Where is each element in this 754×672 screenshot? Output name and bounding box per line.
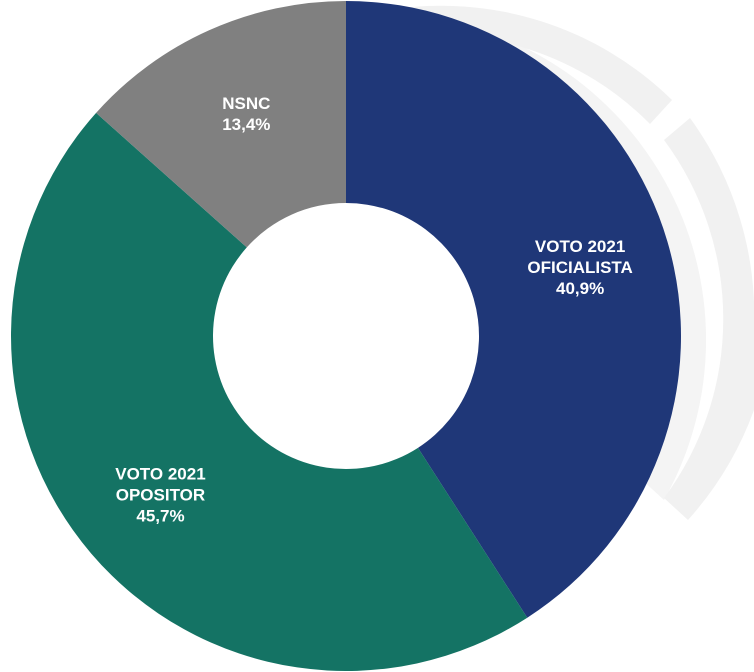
donut-slice-0 xyxy=(346,1,681,618)
slice-category-label: VOTO 2021 xyxy=(115,464,205,483)
slice-value-label: 40,9% xyxy=(556,279,604,298)
slice-label-0: VOTO 2021 OFICIALISTA 40,9% xyxy=(527,237,632,298)
donut-slices xyxy=(11,1,681,671)
slice-label-1: VOTO 2021 OPOSITOR 45,7% xyxy=(115,464,205,525)
slice-category-label: NSNC xyxy=(222,94,270,113)
watermark-side-arc xyxy=(664,118,754,520)
watermark-back-arc xyxy=(390,14,707,500)
slice-labels: VOTO 2021 OFICIALISTA 40,9% VOTO 2021 OPOSIT… xyxy=(115,94,633,526)
donut-slice-2 xyxy=(96,1,347,248)
slice-value-label: 45,7% xyxy=(136,506,184,525)
slice-category-label: VOTO 2021 xyxy=(535,237,625,256)
slice-value-label: 13,4% xyxy=(222,115,270,134)
slice-category-label: OFICIALISTA xyxy=(527,258,632,277)
slice-label-2: NSNC 13,4% xyxy=(222,94,270,134)
donut-slice-1 xyxy=(11,112,528,671)
slice-category-label: OPOSITOR xyxy=(116,485,205,504)
